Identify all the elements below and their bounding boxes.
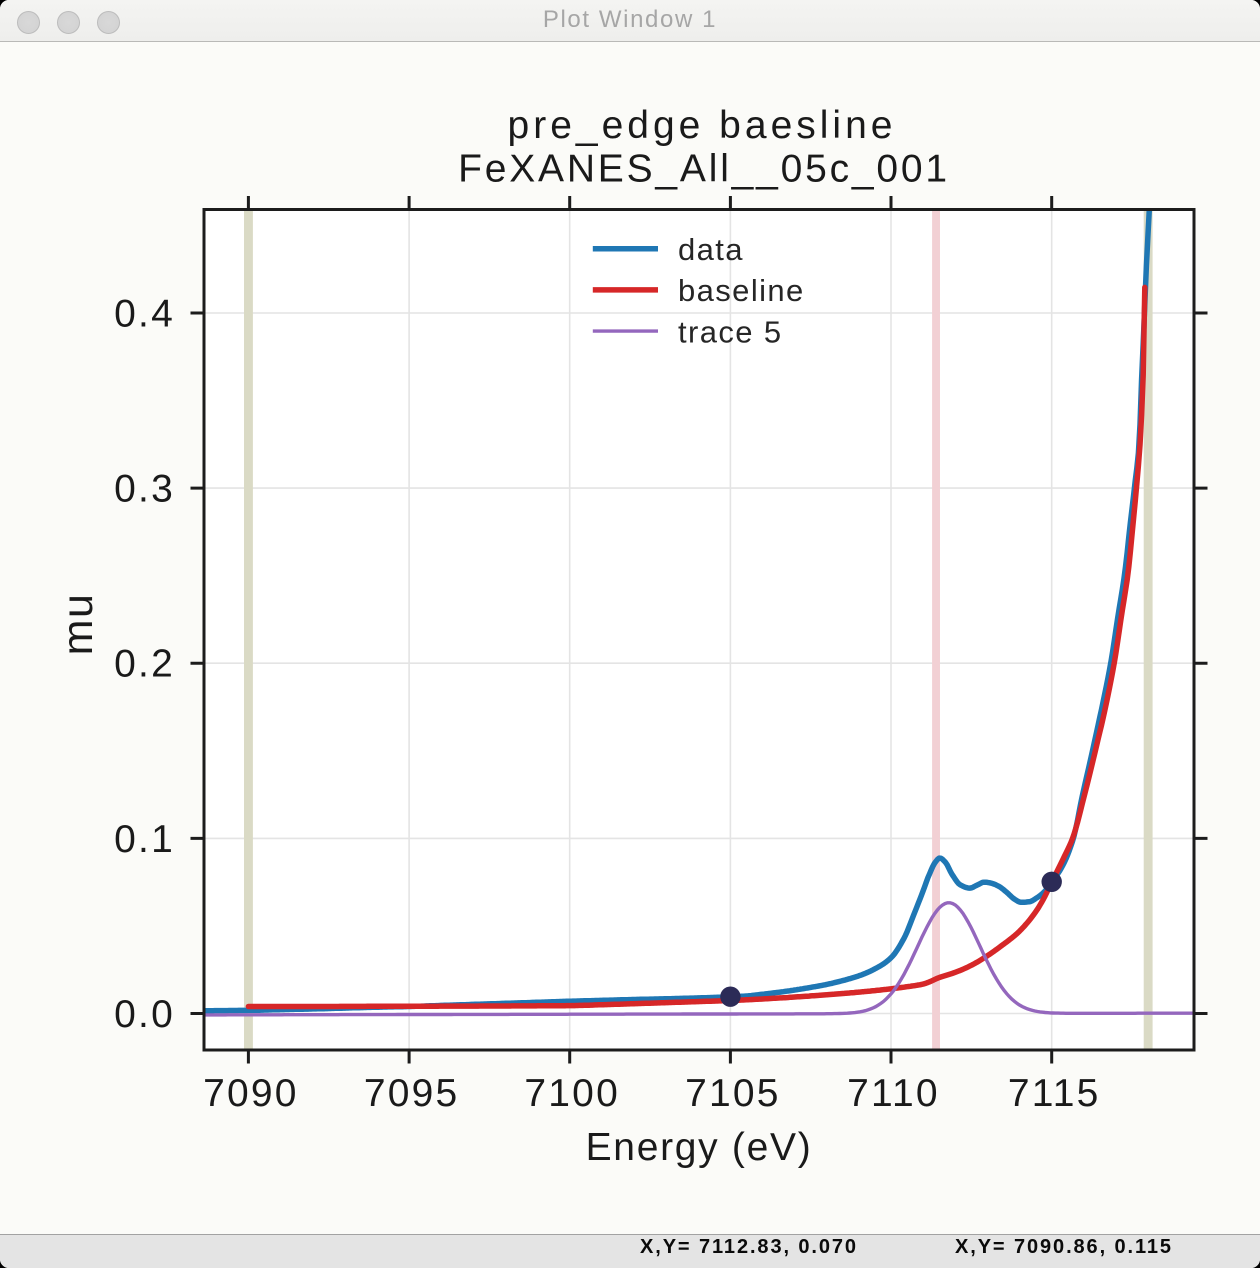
svg-text:mu: mu [54,593,102,656]
svg-text:7090: 7090 [203,1072,299,1115]
svg-text:7100: 7100 [524,1072,620,1115]
svg-text:0.4: 0.4 [114,292,175,335]
svg-text:7115: 7115 [1008,1072,1101,1115]
svg-text:0.2: 0.2 [114,643,175,686]
svg-text:0.3: 0.3 [114,468,175,511]
svg-text:trace 5: trace 5 [678,314,783,349]
svg-text:7095: 7095 [364,1072,460,1115]
svg-text:Energy (eV): Energy (eV) [586,1126,813,1169]
svg-text:0.0: 0.0 [114,993,175,1036]
svg-text:pre_edge baesline: pre_edge baesline [508,104,897,147]
svg-text:baseline: baseline [678,273,805,308]
svg-text:0.1: 0.1 [114,818,175,861]
svg-text:FeXANES_All__05c_001: FeXANES_All__05c_001 [458,148,950,191]
svg-text:7105: 7105 [685,1072,781,1115]
svg-text:data: data [678,232,744,267]
svg-text:7110: 7110 [847,1072,940,1115]
